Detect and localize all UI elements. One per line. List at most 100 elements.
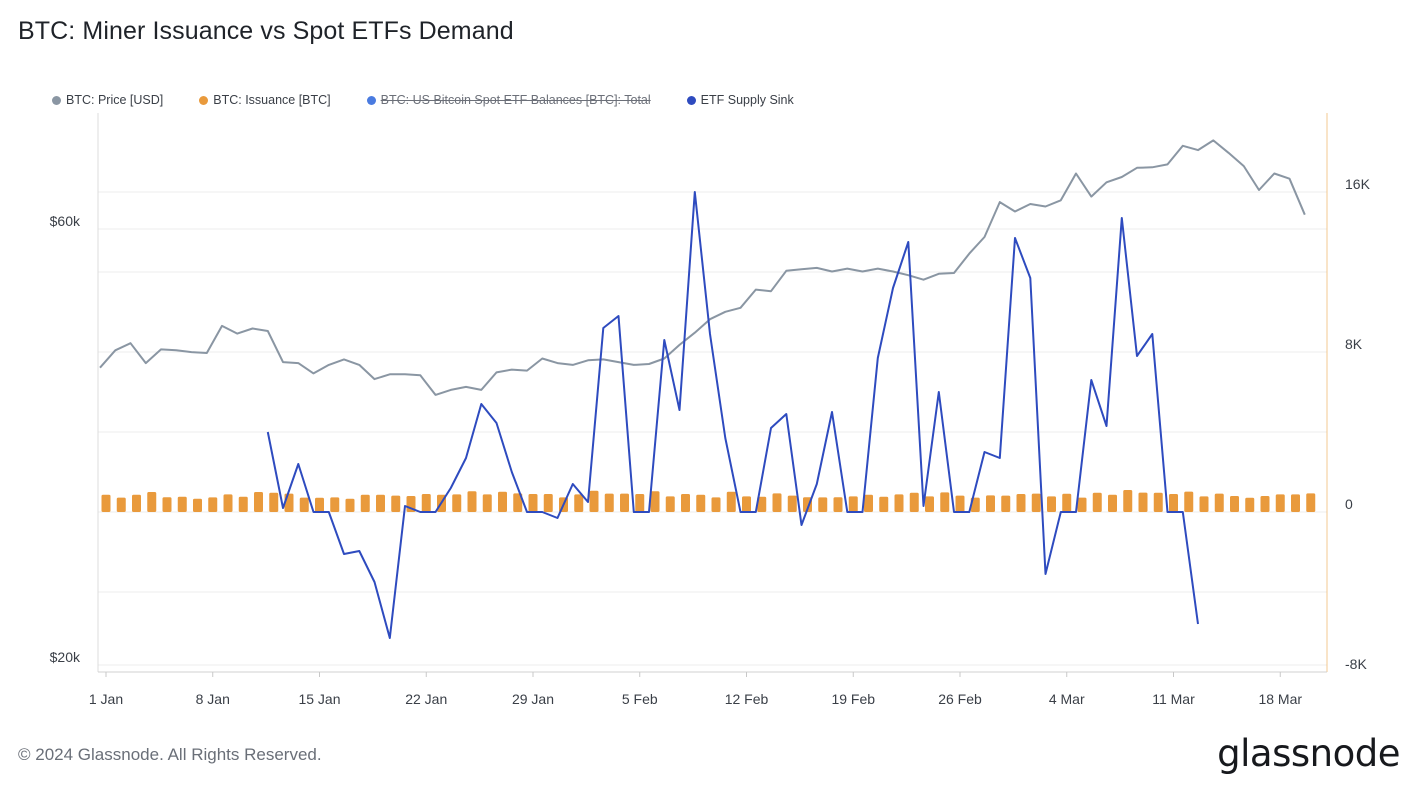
issuance-bar <box>833 497 843 512</box>
issuance-bar <box>1291 494 1300 512</box>
issuance-bar <box>238 496 248 512</box>
issuance-bar <box>101 494 111 512</box>
issuance-bar <box>757 496 767 512</box>
issuance-bar <box>650 491 660 512</box>
issuance-bar <box>391 495 401 512</box>
issuance-bar <box>955 495 965 512</box>
legend-dot-issuance <box>199 95 209 105</box>
issuance-bar <box>1077 497 1087 512</box>
issuance-bar <box>742 496 751 512</box>
legend-dot-supply-sink <box>686 95 696 105</box>
series-lines <box>99 139 1306 639</box>
issuance-bar <box>132 494 141 512</box>
issuance-bar <box>1184 491 1194 512</box>
issuance-bar <box>208 497 218 512</box>
x-tick-label: 18 Mar <box>1258 691 1302 707</box>
issuance-bars <box>101 490 1316 512</box>
issuance-bar <box>879 496 889 512</box>
issuance-bar <box>940 492 950 512</box>
issuance-bar <box>345 498 355 512</box>
issuance-bar <box>147 492 157 512</box>
issuance-bar <box>1153 492 1163 512</box>
issuance-bar <box>772 493 782 512</box>
issuance-bar <box>818 497 828 512</box>
left-tick-label: $20k <box>50 649 81 665</box>
issuance-bar <box>467 491 477 512</box>
issuance-bar <box>1245 497 1255 512</box>
issuance-bar <box>620 493 629 512</box>
issuance-bar <box>528 494 538 512</box>
right-tick-label: 16K <box>1345 176 1371 192</box>
issuance-bar <box>604 493 614 512</box>
issuance-bar <box>589 490 599 512</box>
issuance-bar <box>1138 492 1148 512</box>
legend-label-price: BTC: Price [USD] <box>66 93 164 107</box>
legend-item-price[interactable]: BTC: Price [USD] <box>52 93 163 107</box>
issuance-bar <box>1062 493 1072 512</box>
x-tick-label: 8 Jan <box>196 691 230 707</box>
issuance-bar <box>1306 493 1316 512</box>
issuance-bar <box>574 494 584 512</box>
issuance-bar <box>1001 495 1011 512</box>
issuance-bar <box>848 496 858 512</box>
grid-layer <box>97 113 1328 673</box>
issuance-bar <box>360 494 370 512</box>
issuance-bar <box>1199 496 1209 512</box>
issuance-bar <box>177 496 187 512</box>
issuance-bar <box>787 495 797 512</box>
x-tick-label: 19 Feb <box>831 691 875 707</box>
chart-title: BTC: Miner Issuance vs Spot ETFs Demand <box>18 17 514 45</box>
legend-dot-price <box>52 95 61 105</box>
issuance-bar <box>421 494 431 512</box>
issuance-bar <box>1169 494 1178 512</box>
issuance-bar <box>635 494 645 512</box>
issuance-bar <box>1047 496 1056 512</box>
issuance-bar <box>711 497 721 512</box>
supply-sink-line <box>266 191 1199 639</box>
issuance-bar <box>909 492 919 512</box>
issuance-bar <box>1016 494 1026 512</box>
issuance-bar <box>452 494 462 512</box>
issuance-bar <box>269 492 279 512</box>
issuance-bar <box>1260 496 1270 512</box>
issuance-bar <box>925 496 934 512</box>
legend-item-etf-balances[interactable]: BTC: US Bitcoin Spot ETF Balances [BTC]:… <box>366 93 651 107</box>
x-tick-label: 5 Feb <box>622 691 658 707</box>
issuance-bar <box>1123 490 1133 512</box>
issuance-bar <box>162 497 172 512</box>
issuance-bar <box>376 494 385 512</box>
issuance-bar <box>330 497 340 512</box>
issuance-bar <box>1108 494 1117 512</box>
x-tick-label: 29 Jan <box>512 691 554 707</box>
chart-legend: BTC: Price [USD] BTC: Issuance [BTC] BTC… <box>52 93 830 107</box>
issuance-bar <box>223 494 233 512</box>
x-tick-label: 11 Mar <box>1152 691 1195 707</box>
legend-label-etf-balances: BTC: US Bitcoin Spot ETF Balances [BTC]:… <box>380 93 651 107</box>
issuance-bar <box>1031 493 1041 512</box>
issuance-bar <box>299 497 309 512</box>
issuance-bar <box>894 494 904 512</box>
x-tick-label: 15 Jan <box>298 691 340 707</box>
right-tick-label: 8K <box>1345 336 1363 352</box>
x-tick-label: 22 Jan <box>405 691 447 707</box>
issuance-bar <box>254 492 263 512</box>
issuance-bar <box>116 497 126 512</box>
axes: 1 Jan 8 Jan 15 Jan 22 Jan 29 Jan 5 Feb 12 Feb 1… <box>50 176 1371 707</box>
copyright-footer: © 2024 Glassnode. All Rights Reserved. <box>18 745 322 764</box>
issuance-bar <box>482 494 492 512</box>
issuance-bar <box>726 491 736 512</box>
issuance-bar <box>498 491 507 512</box>
right-tick-label: 0 <box>1345 496 1353 512</box>
issuance-bar <box>543 494 553 512</box>
glassnode-logo: glassnode <box>1217 732 1400 775</box>
x-tick-label: 26 Feb <box>938 691 982 707</box>
legend-item-supply-sink[interactable]: ETF Supply Sink <box>686 93 794 107</box>
issuance-bar <box>315 497 324 512</box>
issuance-bar <box>193 498 202 512</box>
legend-item-issuance[interactable]: BTC: Issuance [BTC] <box>199 93 331 107</box>
legend-dot-etf-balances <box>366 95 376 105</box>
issuance-bar <box>681 494 690 512</box>
issuance-bar <box>1214 493 1224 512</box>
issuance-bar <box>1275 494 1285 512</box>
